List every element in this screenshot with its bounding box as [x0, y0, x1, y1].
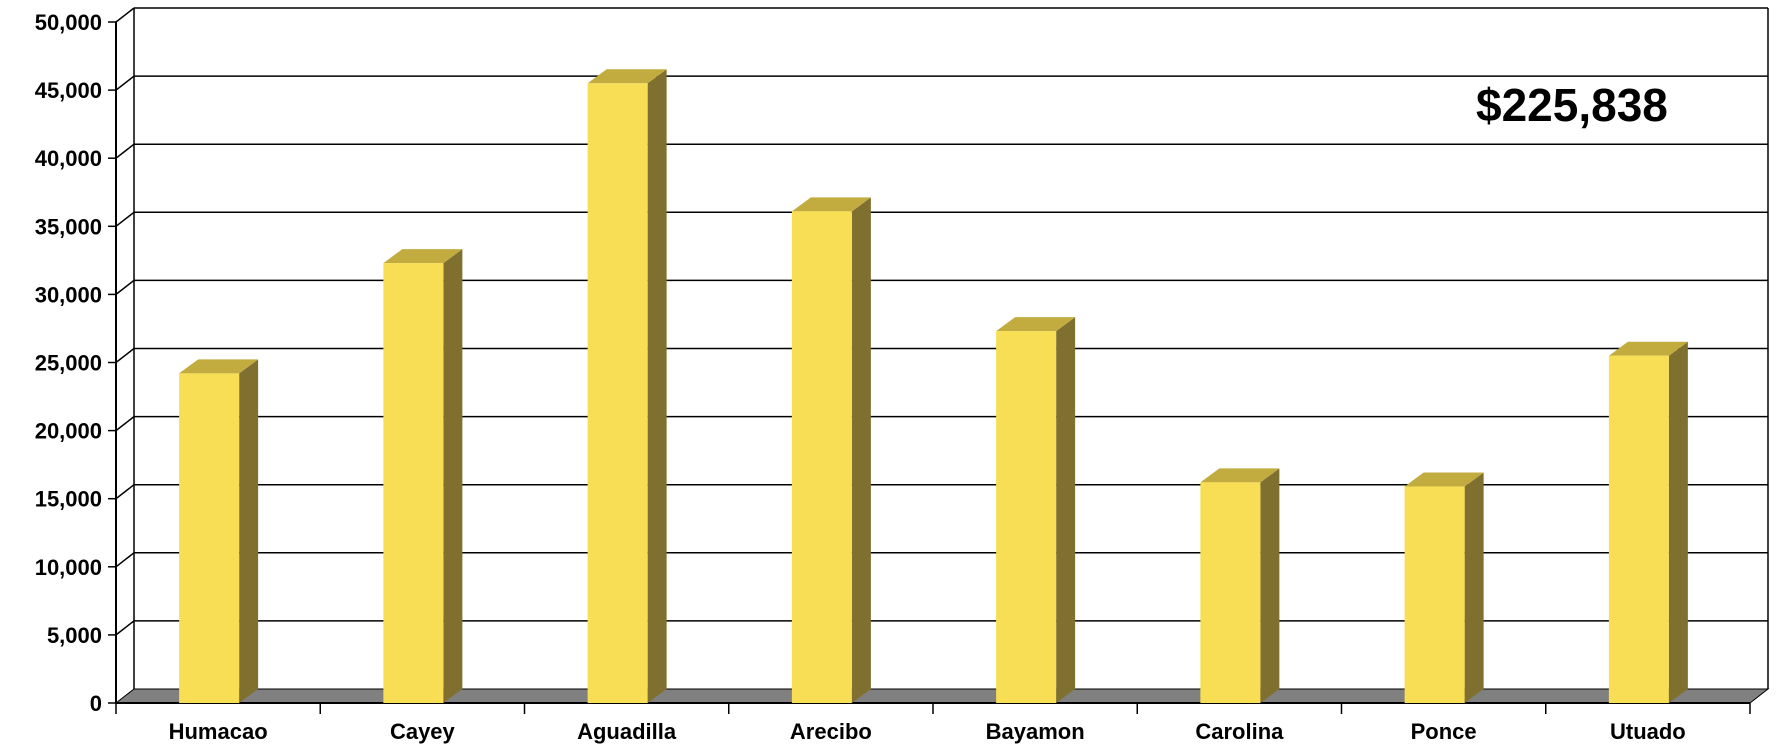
- bar-top: [1200, 468, 1280, 483]
- y-tick-label: 45,000: [35, 78, 102, 103]
- bar: [791, 197, 871, 703]
- y-tick-label: 25,000: [35, 351, 102, 376]
- bar-side: [1056, 317, 1076, 703]
- bar-front: [587, 83, 648, 704]
- y-tick-label: 10,000: [35, 555, 102, 580]
- bar: [587, 69, 667, 704]
- bar-top: [179, 359, 259, 374]
- gridline-diagonal: [115, 75, 135, 91]
- bar: [1200, 468, 1280, 703]
- total-annotation: $225,838: [1476, 79, 1668, 131]
- bar-top: [791, 197, 871, 212]
- bar: [1404, 472, 1484, 703]
- x-tick-label: Humacao: [169, 719, 268, 744]
- bar-top: [1608, 341, 1688, 356]
- y-tick-label: 30,000: [35, 282, 102, 307]
- bar-front: [996, 331, 1057, 703]
- y-tick-label: 20,000: [35, 419, 102, 444]
- x-tick-label: Cayey: [390, 719, 456, 744]
- y-tick-label: 35,000: [35, 214, 102, 239]
- gridline-diagonal: [115, 620, 135, 636]
- y-tick-label: 40,000: [35, 146, 102, 171]
- bar-front: [1200, 482, 1261, 703]
- bar-top: [383, 249, 463, 264]
- bar-top: [996, 317, 1076, 332]
- bar: [383, 249, 463, 703]
- chart-floor: [114, 688, 1770, 704]
- gridline-diagonal: [115, 7, 135, 23]
- y-tick-label: 0: [90, 691, 102, 716]
- labels: 0 5,000 10,000 15,000 20,000 25,000 30,000 35,0…: [35, 10, 1686, 744]
- bar-side: [647, 69, 667, 704]
- bar: [179, 359, 259, 703]
- bar-side: [1464, 472, 1484, 703]
- bar: [996, 317, 1076, 703]
- y-tick-label: 50,000: [35, 10, 102, 35]
- x-tick-label: Bayamon: [986, 719, 1085, 744]
- bar-front: [1404, 486, 1465, 703]
- gridline-diagonal: [115, 211, 135, 227]
- bar-top: [587, 69, 667, 84]
- y-tick-label: 5,000: [47, 623, 102, 648]
- gridline-diagonal: [115, 416, 135, 432]
- bar-side: [1260, 468, 1280, 703]
- x-tick-label: Arecibo: [790, 719, 872, 744]
- bars: [179, 69, 1688, 704]
- bar-side: [443, 249, 463, 703]
- gridline-diagonal: [115, 552, 135, 568]
- x-tick-label: Ponce: [1411, 719, 1477, 744]
- bar: [1608, 341, 1688, 703]
- bar-top: [1404, 472, 1484, 487]
- chart-floor-plane: [114, 688, 1770, 704]
- bar-front: [179, 373, 240, 703]
- bar-front: [791, 211, 852, 703]
- bar-side: [239, 359, 259, 703]
- bar-front: [1608, 355, 1669, 703]
- axes: [108, 8, 1769, 714]
- x-tick-label: Carolina: [1195, 719, 1284, 744]
- gridline-diagonal: [115, 143, 135, 159]
- bar-front: [383, 263, 444, 703]
- gridline-diagonal: [115, 484, 135, 500]
- x-tick-label: Utuado: [1610, 719, 1686, 744]
- x-tick-label: Aguadilla: [577, 719, 677, 744]
- gridline-diagonal: [115, 347, 135, 364]
- bar-side: [1668, 341, 1688, 703]
- bar-side: [851, 197, 871, 703]
- y-tick-label: 15,000: [35, 487, 102, 512]
- gridline-diagonal: [115, 279, 135, 295]
